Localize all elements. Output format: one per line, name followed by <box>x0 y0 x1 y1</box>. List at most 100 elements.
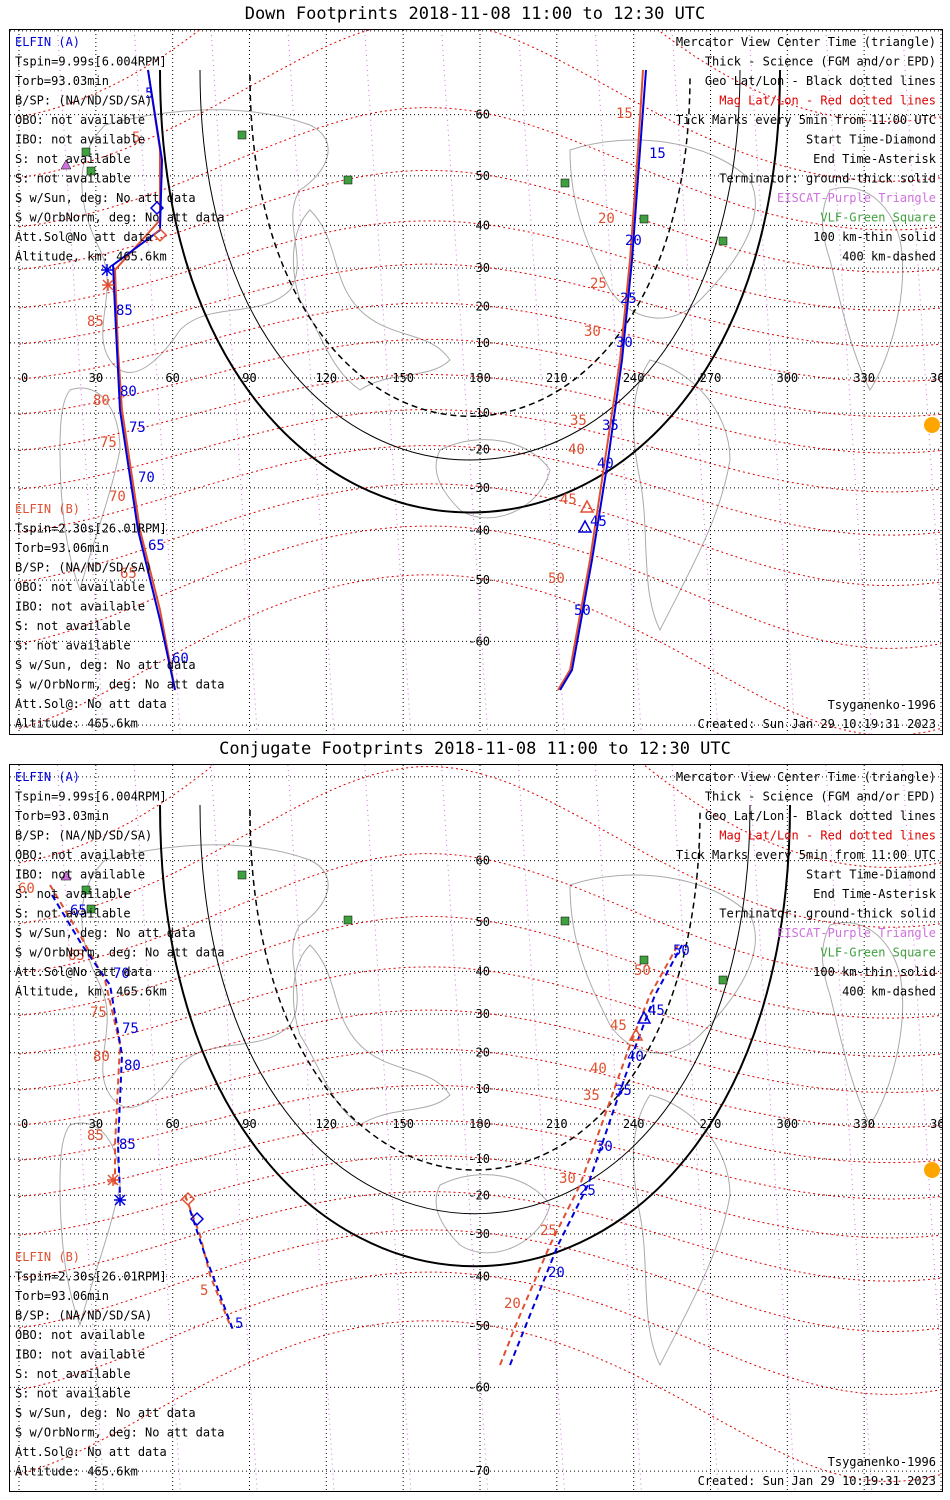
track-time-label: 30 <box>584 324 601 340</box>
model-label: Tsyganenko-1996 <box>828 1455 936 1469</box>
elfin-b-info-line: Torb=93.06min <box>15 1289 109 1303</box>
lat-tick-label: -60 <box>468 1380 490 1394</box>
lon-tick-label: 210 <box>546 371 568 385</box>
created-timestamp: Created: Sun Jan 29 10:19:31 2023 <box>698 717 936 731</box>
legend-line: 100 km-thin solid <box>813 230 936 244</box>
lon-tick-label: 330 <box>853 1117 875 1131</box>
legend-line: Start Time-Diamond <box>806 133 936 147</box>
down-footprints-map[interactable]: 5 5 15 15 20 20 25 25 30 30 35 35 40 40 45 45 50 50 85 85 80… <box>9 29 943 735</box>
elfin-b-info-line: S: not available <box>15 639 131 653</box>
land-outline-4 <box>632 359 731 632</box>
vlf-station-4 <box>718 236 728 246</box>
track-time-label: 85 <box>116 303 133 319</box>
lon-tick-label: 30 <box>89 371 103 385</box>
center-time-triangle <box>636 1010 652 1024</box>
land-outline-1 <box>292 944 451 1126</box>
mag-lat-line <box>18 765 942 868</box>
mag-lat-line <box>18 263 942 347</box>
mag-lat-line <box>18 1119 942 1200</box>
mag-lat-line <box>18 1155 942 1239</box>
elfin-b-info-line: S w/OrbNorm, deg: No att data <box>15 678 225 692</box>
lat-tick-label: 10 <box>476 336 490 350</box>
mag-lat-line <box>18 302 942 383</box>
legend-line: End Time-Asterisk <box>813 887 937 901</box>
elfin-a-info-line: B/SP: (NA/ND/SD/SA) <box>15 829 152 843</box>
legend-line: VLF-Green Square <box>820 211 936 225</box>
elfin-b-info-line: ELFIN (B) <box>15 1250 80 1264</box>
elfin-a-info-line: B/SP: (NA/ND/SD/SA) <box>15 94 152 108</box>
legend-line: End Time-Asterisk <box>813 152 937 166</box>
track-time-label: 70 <box>138 470 155 486</box>
track-time-label: 20 <box>504 1296 521 1312</box>
track-time-label: 20 <box>598 211 615 227</box>
elfin-a-info-line: S w/Sun, deg: No att data <box>15 926 196 940</box>
lon-tick-label: 240 <box>623 1117 645 1131</box>
terminator-100km <box>199 804 751 1215</box>
down-panel-title: Down Footprints 2018-11-08 11:00 to 12:3… <box>244 4 706 24</box>
track-time-label: 50 <box>574 603 591 619</box>
land-outline-2 <box>435 1174 551 1254</box>
elfin-b-info-line: OBO: not available <box>15 580 145 594</box>
elfin-a-info-line: Torb=93.03min <box>15 74 109 88</box>
footprint-track-4 <box>499 944 679 1366</box>
lat-tick-label: 40 <box>476 218 490 232</box>
elfin-a-info-line: Torb=93.03min <box>15 809 109 823</box>
terminator-ground <box>159 69 781 514</box>
mag-lat-line <box>18 373 942 454</box>
conjugate-footprints-map[interactable]: 60 65 65 70 75 75 80 80 85 85 5 5 20 20 25 25 30 30 35 35 40… <box>9 764 943 1492</box>
elfin-a-info-line: S: not available <box>15 152 131 166</box>
track-time-label: 50 <box>634 963 651 979</box>
elfin-b-info-line: Att.Sol@: No att data <box>15 697 167 711</box>
end-time-asterisk <box>102 279 114 291</box>
lon-tick-label: 360 <box>930 1117 942 1131</box>
end-time-asterisk <box>101 264 113 276</box>
mag-lat-line <box>18 220 942 311</box>
elfin-b-info-line: ELFIN (B) <box>15 502 80 516</box>
lon-tick-label: 180 <box>469 1117 491 1131</box>
legend-line: Mercator View Center Time (triangle) <box>676 35 936 49</box>
legend-line: VLF-Green Square <box>820 946 936 960</box>
track-time-label: 60 <box>18 881 35 897</box>
mag-lat-line <box>18 525 942 649</box>
vlf-station-4 <box>718 975 728 985</box>
down-map-canvas: 5 5 15 15 20 20 25 25 30 30 35 35 40 40 45 45 50 50 85 85 80… <box>10 30 942 734</box>
elfin-a-info-line: OBO: not available <box>15 113 145 127</box>
terminator-400km <box>249 809 701 1171</box>
vlf-station-2 <box>560 916 570 926</box>
track-time-label: 25 <box>590 276 607 292</box>
track-time-label: 20 <box>625 233 642 249</box>
track-time-label: 75 <box>129 420 146 436</box>
vlf-station-1 <box>343 915 353 925</box>
track-time-label: 5 <box>145 86 153 102</box>
lat-tick-label: -20 <box>468 442 490 456</box>
created-timestamp: Created: Sun Jan 29 10:19:31 2023 <box>698 1474 936 1488</box>
lon-tick-label: 90 <box>242 1117 256 1131</box>
elfin-b-info-line: IBO: not available <box>15 1348 145 1362</box>
footprint-track-1 <box>51 894 124 1196</box>
track-time-label: 50 <box>673 943 690 959</box>
elfin-a-info-line: Att.Sol@No att data <box>15 965 152 979</box>
footprint-track-3 <box>189 1209 234 1331</box>
vlf-station-6 <box>86 904 96 914</box>
track-time-label: 25 <box>620 291 637 307</box>
land-outline-0 <box>81 109 329 373</box>
mag-lat-line <box>18 1271 942 1395</box>
center-time-triangle <box>577 519 593 533</box>
sun-icon <box>924 1162 940 1178</box>
elfin-a-info-line: ELFIN (A) <box>15 35 80 49</box>
legend-line: EISCAT-Purple Triangle <box>777 926 936 940</box>
elfin-b-info-line: Altitude: 465.6km <box>15 1465 138 1479</box>
lon-tick-label: 240 <box>623 371 645 385</box>
start-time-diamond <box>152 227 168 243</box>
lon-tick-label: 0 <box>21 371 28 385</box>
legend-line: Geo Lat/Lon - Black dotted lines <box>705 74 936 88</box>
vlf-station-3 <box>639 955 649 965</box>
elfin-b-info-line: Att.Sol@: No att data <box>15 1445 167 1459</box>
lat-tick-label: 20 <box>476 1046 490 1060</box>
track-time-label: 80 <box>120 384 137 400</box>
elfin-a-info-line: IBO: not available <box>15 868 145 882</box>
elfin-a-info-line: S w/Sun, deg: No att data <box>15 191 196 205</box>
footprint-track-0 <box>49 884 122 1185</box>
elfin-a-info-line: OBO: not available <box>15 848 145 862</box>
